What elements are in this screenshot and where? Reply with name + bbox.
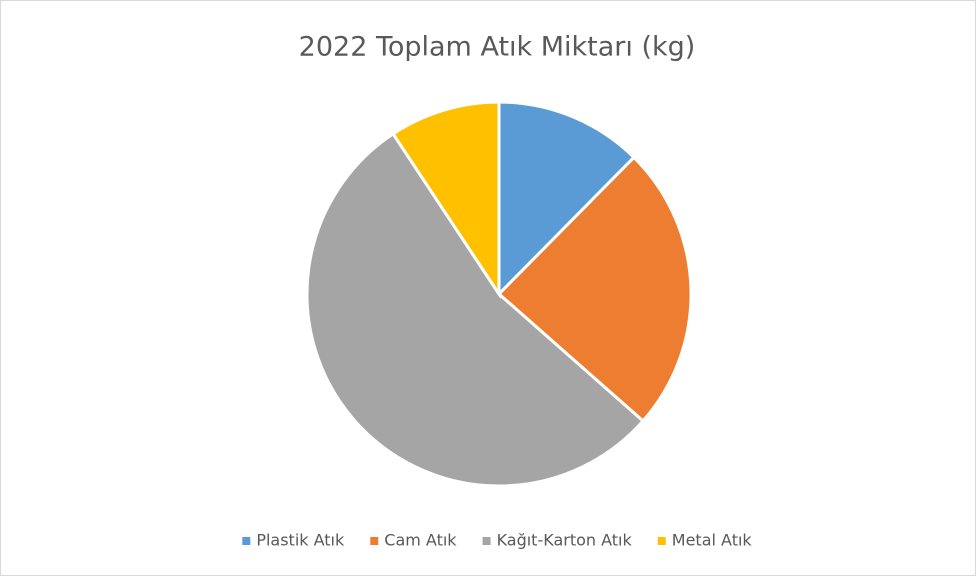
legend-label: Kağıt-Karton Atık <box>497 531 633 550</box>
legend-marker <box>482 537 491 545</box>
legend-label: Metal Atık <box>672 531 753 550</box>
pie-slice <box>391 100 501 299</box>
legend-marker <box>242 537 251 545</box>
pie-slice <box>497 100 637 298</box>
pie-slice <box>496 155 693 424</box>
legend-label: Cam Atık <box>384 531 457 550</box>
chart-title: 2022 Toplam Atık Miktarı (kg) <box>299 32 696 63</box>
legend-marker <box>370 537 379 545</box>
legend-marker <box>657 537 666 545</box>
pie-slice <box>305 131 646 488</box>
legend-label: Plastik Atık <box>256 531 345 550</box>
